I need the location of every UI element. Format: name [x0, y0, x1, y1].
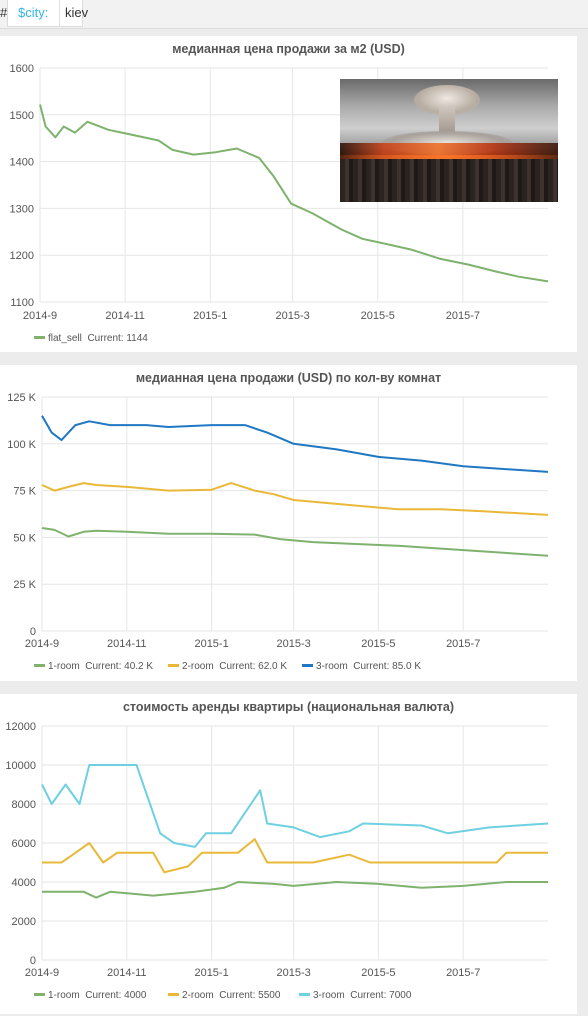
panel-sale-price-by-rooms[interactable]: медианная цена продажи (USD) по кол-ву к… — [0, 365, 577, 681]
legend-swatch — [168, 992, 179, 996]
x-tick-label: 2015-7 — [446, 310, 480, 322]
x-tick-label: 2015-7 — [446, 967, 480, 979]
y-tick-label: 1500 — [10, 110, 34, 122]
x-tick-label: 2015-3 — [276, 967, 310, 979]
chart-sale-price-by-rooms: 0 25 K 50 K 75 K 100 K 125 K 2014-9 2014-11 2015… — [7, 392, 549, 650]
x-tick-label: 2015-5 — [361, 638, 395, 650]
chart-rent-price: 0 2000 4000 6000 8000 10000 12000 2014-9 2014-11… — [5, 721, 549, 979]
series-line-1-room — [41, 527, 549, 557]
legend-current-value: Current: 40.2 K — [79, 661, 154, 672]
y-tick-label: 1300 — [10, 203, 34, 215]
panel-title: медианная цена продажи (USD) по кол-ву к… — [135, 371, 442, 385]
y-tick-label: 1100 — [10, 297, 34, 309]
x-tick-label: 2015-1 — [194, 967, 228, 979]
legend-swatch — [302, 663, 313, 667]
variable-name: $city: — [18, 5, 49, 20]
series-line-1-room — [42, 881, 548, 899]
panel-title: стоимость аренды квартиры (национальная … — [122, 700, 455, 714]
y-tick-label: 10000 — [5, 760, 36, 772]
y-tick-label: 1200 — [10, 250, 34, 262]
x-tick-label: 2014-9 — [23, 310, 57, 322]
y-tick-label: 1400 — [10, 157, 34, 169]
legend-label: 3-room — [313, 990, 345, 1001]
y-tick-label: 8000 — [12, 799, 36, 811]
legend-current-value: Current: 62.0 K — [213, 661, 288, 672]
legend-item-2-room[interactable]: 2-room Current: 5500 — [168, 990, 280, 1001]
y-tick-label: 6000 — [12, 838, 36, 850]
panel-title: медианная цена продажи за м2 (USD) — [172, 42, 405, 56]
x-tick-label: 2015-5 — [361, 310, 395, 322]
x-tick-label: 2015-1 — [193, 310, 227, 322]
city-variable-selector[interactable]: $city: kiev — [7, 0, 88, 27]
legend-item-3-room[interactable]: 3-room Current: 85.0 K — [302, 661, 421, 672]
legend-swatch — [34, 992, 45, 996]
divider — [59, 0, 60, 27]
legend-item-2-room[interactable]: 2-room Current: 62.0 K — [168, 661, 287, 672]
x-tick-label: 2014-11 — [107, 638, 147, 650]
series-line-flat_sell — [39, 104, 549, 283]
legend-label: flat_sell — [48, 333, 82, 344]
series-line-3-room — [41, 415, 549, 473]
y-tick-label: 2000 — [12, 916, 36, 928]
legend-label: 1-room — [48, 661, 80, 672]
legend-current-value: Current: 4000 — [79, 990, 147, 1001]
x-tick-label: 2014-11 — [107, 967, 147, 979]
y-tick-label: 50 K — [13, 532, 36, 544]
x-tick-label: 2015-7 — [446, 638, 480, 650]
y-tick-label: 125 K — [7, 392, 36, 404]
series-line-2-room — [41, 482, 549, 516]
y-tick-label: 1600 — [10, 63, 34, 75]
x-tick-label: 2015-3 — [275, 310, 309, 322]
x-tick-label: 2014-9 — [25, 638, 59, 650]
y-tick-label: 100 K — [7, 439, 36, 451]
nuclear-explosion-image — [340, 79, 558, 202]
x-tick-label: 2014-9 — [25, 967, 59, 979]
legend-item-flat_sell[interactable]: flat_sell Current: 1144 — [34, 333, 148, 344]
legend-item-3-room[interactable]: 3-room Current: 7000 — [299, 990, 411, 1001]
y-tick-label: 0 — [30, 626, 36, 638]
template-variable-bar: # $city: kiev — [0, 0, 588, 29]
legend-item-1-room[interactable]: 1-room Current: 40.2 K — [34, 661, 153, 672]
legend-label: 3-room — [316, 661, 348, 672]
legend-swatch — [299, 992, 310, 996]
legend-current-value: Current: 1144 — [81, 333, 148, 344]
legend-swatch — [34, 663, 45, 667]
series-line-2-room — [42, 838, 548, 874]
legend-swatch — [168, 663, 179, 667]
x-tick-label: 2015-5 — [361, 967, 395, 979]
variable-value[interactable]: kiev — [65, 5, 89, 20]
panel-rent-price[interactable]: стоимость аренды квартиры (национальная … — [0, 694, 577, 1014]
y-tick-label: 75 K — [13, 486, 36, 498]
y-tick-label: 0 — [30, 955, 36, 967]
hash-icon: # — [0, 5, 8, 20]
y-tick-label: 12000 — [5, 721, 36, 733]
legend-label: 2-room — [182, 661, 214, 672]
legend-swatch — [34, 335, 45, 339]
legend-current-value: Current: 85.0 K — [347, 661, 422, 672]
legend-label: 2-room — [182, 990, 214, 1001]
x-tick-label: 2015-1 — [194, 638, 228, 650]
legend-item-1-room[interactable]: 1-room Current: 4000 — [34, 990, 146, 1001]
legend-current-value: Current: 5500 — [213, 990, 281, 1001]
y-tick-label: 4000 — [12, 877, 36, 889]
y-tick-label: 25 K — [13, 579, 36, 591]
x-tick-label: 2014-11 — [105, 310, 145, 322]
legend-label: 1-room — [48, 990, 80, 1001]
x-tick-label: 2015-3 — [276, 638, 310, 650]
series-line-3-room — [41, 764, 549, 848]
legend-current-value: Current: 7000 — [344, 990, 412, 1001]
